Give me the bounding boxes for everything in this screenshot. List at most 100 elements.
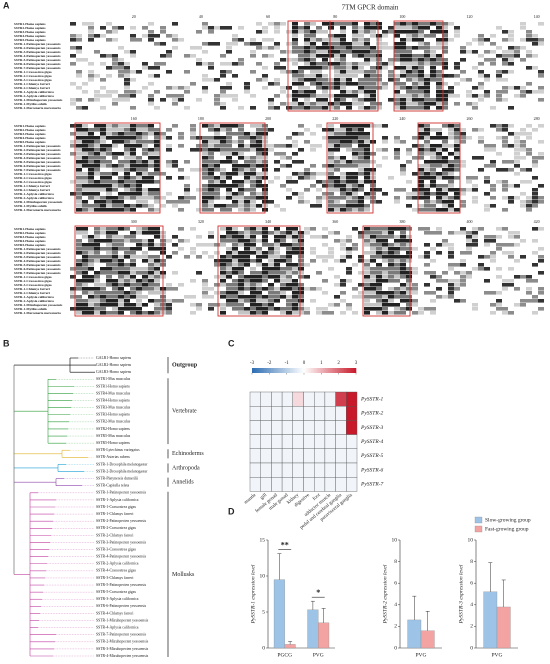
residue-shade bbox=[514, 46, 520, 50]
residue-shade bbox=[400, 58, 406, 62]
residue-shade bbox=[304, 275, 310, 279]
residue-shade bbox=[322, 22, 328, 26]
residue-shade bbox=[346, 66, 352, 70]
residue-shade bbox=[406, 287, 412, 291]
residue-shade bbox=[316, 54, 322, 58]
residue-shade bbox=[424, 106, 430, 110]
residue-shade bbox=[94, 50, 100, 54]
residue-shade bbox=[292, 58, 298, 62]
residue-shade bbox=[340, 172, 346, 176]
residue-shade bbox=[226, 140, 232, 144]
residue-shade bbox=[340, 247, 346, 251]
residue-shade bbox=[412, 30, 418, 34]
sequence-name: SSTR2-Homo sapiens bbox=[14, 26, 46, 30]
residue-shade bbox=[244, 188, 250, 192]
residue-shade bbox=[352, 50, 358, 54]
residue-shade bbox=[436, 136, 442, 140]
leaf-label: SSTR3-Homo sapiens bbox=[96, 413, 130, 417]
residue-shade bbox=[394, 94, 400, 98]
residue-shade bbox=[202, 279, 208, 283]
residue-shade bbox=[274, 62, 280, 66]
residue-shade bbox=[82, 279, 88, 283]
residue-shade bbox=[376, 275, 382, 279]
residue-shade bbox=[340, 176, 346, 180]
residue-shade bbox=[130, 94, 136, 98]
residue-shade bbox=[172, 164, 178, 168]
residue-shade bbox=[538, 42, 544, 46]
residue-shade bbox=[298, 255, 304, 259]
residue-shade bbox=[364, 231, 370, 235]
residue-shade bbox=[322, 46, 328, 50]
residue-shade bbox=[526, 136, 532, 140]
sequence-name: SSTR-3-Crassostrea gigas bbox=[14, 78, 52, 82]
residue-shade bbox=[304, 86, 310, 90]
residue-shade bbox=[220, 168, 226, 172]
residue-shade bbox=[310, 34, 316, 38]
residue-shade bbox=[466, 188, 472, 192]
residue-shade bbox=[196, 188, 202, 192]
residue-shade bbox=[358, 66, 364, 70]
residue-shade bbox=[280, 70, 286, 74]
residue-shade bbox=[388, 243, 394, 247]
residue-shade bbox=[130, 38, 136, 42]
residue-shade bbox=[370, 279, 376, 283]
residue-shade bbox=[358, 86, 364, 90]
residue-shade bbox=[238, 275, 244, 279]
residue-shade bbox=[112, 128, 118, 132]
residue-shade bbox=[526, 279, 532, 283]
residue-shade bbox=[310, 82, 316, 86]
sequence-name: SSTR-2-Crassostrea gigas bbox=[14, 74, 52, 78]
residue-shade bbox=[484, 192, 490, 196]
heat-cell bbox=[292, 420, 304, 435]
residue-shade bbox=[202, 78, 208, 82]
residue-shade bbox=[112, 251, 118, 255]
residue-shade bbox=[334, 50, 340, 54]
residue-shade bbox=[256, 184, 262, 188]
residue-shade bbox=[436, 164, 442, 168]
residue-shade bbox=[388, 271, 394, 275]
residue-shade bbox=[220, 279, 226, 283]
residue-shade bbox=[376, 102, 382, 106]
residue-shade bbox=[424, 82, 430, 86]
residue-shade bbox=[298, 106, 304, 110]
residue-shade bbox=[118, 152, 124, 156]
residue-shade bbox=[184, 192, 190, 196]
residue-shade bbox=[358, 54, 364, 58]
colorbar-tick-label: -1 bbox=[285, 361, 290, 366]
residue-shade bbox=[364, 86, 370, 90]
leaf-label: SSTR-1-Patinopecten yessoensis bbox=[96, 491, 147, 495]
heat-cell bbox=[314, 406, 326, 421]
colorbar-cell bbox=[324, 368, 327, 373]
residue-shade bbox=[280, 291, 286, 295]
residue-shade bbox=[538, 271, 544, 275]
residue-shade bbox=[244, 279, 250, 283]
residue-shade bbox=[406, 94, 412, 98]
group-label: Mollusks bbox=[172, 572, 195, 578]
residue-shade bbox=[70, 291, 76, 295]
residue-shade bbox=[88, 168, 94, 172]
residue-shade bbox=[166, 239, 172, 243]
residue-shade bbox=[376, 46, 382, 50]
residue-shade bbox=[496, 124, 502, 128]
residue-shade bbox=[340, 62, 346, 66]
residue-shade bbox=[94, 283, 100, 287]
residue-shade bbox=[412, 136, 418, 140]
leaf-label: SSTR-5-Patinopecten yessoensis bbox=[96, 583, 147, 587]
residue-shade bbox=[220, 271, 226, 275]
residue-shade bbox=[388, 176, 394, 180]
residue-shade bbox=[130, 263, 136, 267]
residue-shade bbox=[472, 235, 478, 239]
residue-shade bbox=[364, 303, 370, 307]
residue-shade bbox=[100, 148, 106, 152]
residue-shade bbox=[322, 106, 328, 110]
residue-shade bbox=[394, 148, 400, 152]
residue-shade bbox=[274, 30, 280, 34]
residue-shade bbox=[76, 172, 82, 176]
residue-shade bbox=[472, 239, 478, 243]
residue-shade bbox=[112, 54, 118, 58]
residue-shade bbox=[238, 140, 244, 144]
residue-shade bbox=[502, 227, 508, 231]
residue-shade bbox=[220, 204, 226, 208]
residue-shade bbox=[286, 94, 292, 98]
residue-shade bbox=[436, 196, 442, 200]
